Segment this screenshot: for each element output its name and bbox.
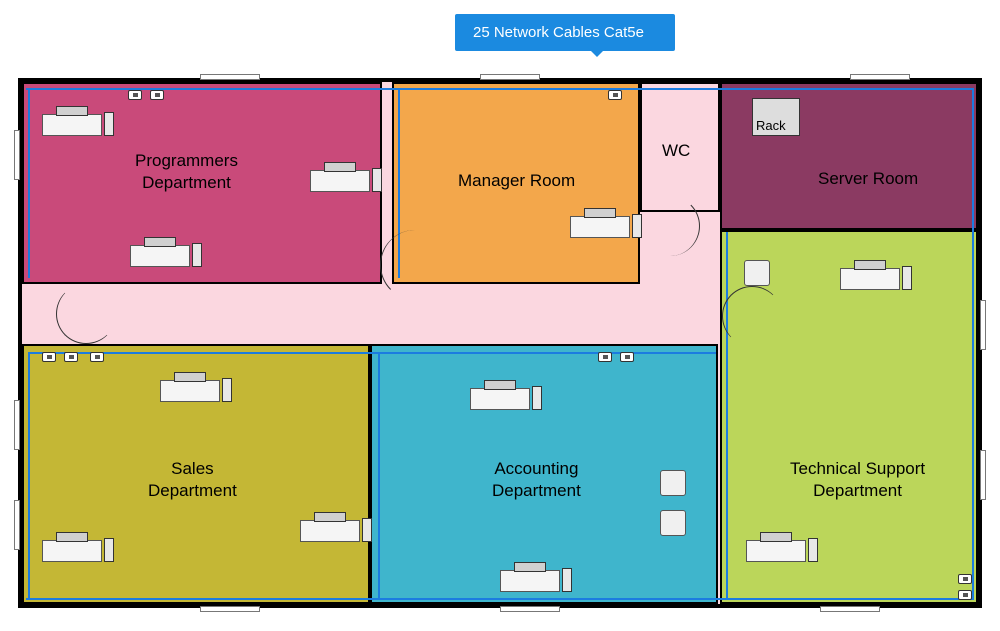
workstation-desk: [746, 540, 806, 562]
cable-run-top: [26, 88, 974, 90]
cable-run-mid: [28, 352, 716, 354]
workstation-monitor: [584, 208, 616, 218]
workstation-desk: [570, 216, 630, 238]
workstation-desk: [42, 540, 102, 562]
room-label-sales: Sales Department: [148, 458, 237, 502]
cable-drop-tech: [726, 232, 728, 600]
workstation-tower: [104, 112, 114, 136]
workstation-monitor: [760, 532, 792, 542]
window-mark: [850, 74, 910, 80]
workstation-monitor: [56, 532, 88, 542]
cable-run-bottom: [26, 598, 974, 600]
workstation-tower: [902, 266, 912, 290]
rack-label: Rack: [756, 118, 786, 133]
window-mark: [14, 130, 20, 180]
workstation-desk: [840, 268, 900, 290]
workstation-desk: [160, 380, 220, 402]
window-mark: [14, 500, 20, 550]
callout-text: 25 Network Cables Cat5e: [473, 24, 644, 41]
room-label-programmers: Programmers Department: [135, 150, 238, 194]
workstation-monitor: [144, 237, 176, 247]
cable-drop-accounting: [378, 352, 380, 600]
window-mark: [480, 74, 540, 80]
workstation-tower: [632, 214, 642, 238]
workstation-monitor: [854, 260, 886, 270]
workstation-tower: [562, 568, 572, 592]
workstation-desk: [130, 245, 190, 267]
network-jack: [620, 352, 634, 362]
room-label-server: Server Room: [818, 168, 918, 190]
printer-icon: [660, 470, 686, 496]
window-mark: [980, 300, 986, 350]
network-jack: [150, 90, 164, 100]
window-mark: [200, 74, 260, 80]
workstation-monitor: [324, 162, 356, 172]
window-mark: [980, 450, 986, 500]
workstation-tower: [192, 243, 202, 267]
room-label-accounting: Accounting Department: [492, 458, 581, 502]
workstation-monitor: [484, 380, 516, 390]
workstation-desk: [42, 114, 102, 136]
workstation-desk: [300, 520, 360, 542]
network-jack: [958, 590, 972, 600]
workstation-monitor: [514, 562, 546, 572]
room-label-techsupport: Technical Support Department: [790, 458, 925, 502]
workstation-desk: [500, 570, 560, 592]
network-jack: [128, 90, 142, 100]
workstation-tower: [808, 538, 818, 562]
window-mark: [200, 606, 260, 612]
workstation-tower: [532, 386, 542, 410]
cable-run-left-lower: [28, 352, 30, 600]
workstation-monitor: [174, 372, 206, 382]
workstation-desk: [470, 388, 530, 410]
workstation-tower: [362, 518, 372, 542]
network-jack: [958, 574, 972, 584]
room-label-manager: Manager Room: [458, 170, 575, 192]
workstation-tower: [104, 538, 114, 562]
workstation-tower: [222, 378, 232, 402]
network-jack: [42, 352, 56, 362]
printer-icon: [660, 510, 686, 536]
network-jack: [64, 352, 78, 362]
workstation-monitor: [314, 512, 346, 522]
network-jack: [608, 90, 622, 100]
printer-icon: [744, 260, 770, 286]
workstation-monitor: [56, 106, 88, 116]
workstation-tower: [372, 168, 382, 192]
callout-banner: 25 Network Cables Cat5e: [455, 14, 675, 51]
workstation-desk: [310, 170, 370, 192]
room-label-wc: WC: [662, 140, 690, 162]
window-mark: [820, 606, 880, 612]
network-jack: [598, 352, 612, 362]
cable-run-left-upper: [28, 88, 30, 278]
window-mark: [14, 400, 20, 450]
cable-run-right: [972, 88, 974, 600]
window-mark: [500, 606, 560, 612]
network-jack: [90, 352, 104, 362]
